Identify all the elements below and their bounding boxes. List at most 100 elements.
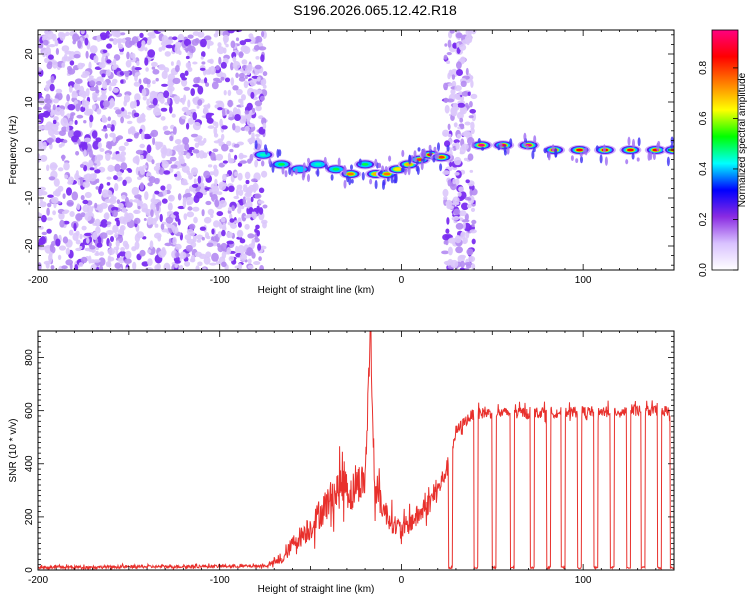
noise-speckle bbox=[451, 216, 459, 221]
ridge-halo bbox=[428, 144, 432, 152]
noise-speckle bbox=[196, 105, 200, 109]
noise-speckle bbox=[84, 191, 92, 199]
noise-speckle bbox=[459, 267, 465, 270]
noise-speckle bbox=[155, 77, 159, 82]
noise-speckle bbox=[227, 89, 232, 96]
ridge-halo bbox=[657, 140, 661, 148]
noise-speckle bbox=[133, 112, 140, 118]
noise-speckle bbox=[144, 47, 148, 52]
ridge-halo bbox=[666, 156, 670, 167]
noise-speckle bbox=[205, 200, 212, 206]
noise-speckle bbox=[146, 153, 151, 162]
noise-speckle bbox=[228, 185, 235, 193]
ridge-blob bbox=[619, 145, 642, 155]
noise-speckle bbox=[221, 133, 225, 141]
ridge-halo bbox=[254, 140, 258, 150]
noise-speckle bbox=[461, 219, 470, 223]
noise-speckle bbox=[117, 39, 121, 48]
noise-speckle bbox=[183, 86, 191, 91]
noise-speckle bbox=[53, 178, 60, 187]
noise-speckle bbox=[61, 265, 68, 270]
ridge-halo bbox=[403, 168, 407, 176]
noise-speckle bbox=[204, 232, 210, 239]
noise-speckle bbox=[448, 237, 457, 244]
noise-speckle bbox=[220, 217, 226, 223]
noise-speckle bbox=[450, 107, 458, 117]
noise-speckle bbox=[99, 183, 104, 190]
noise-speckle bbox=[98, 61, 106, 69]
ridge-halo bbox=[580, 156, 583, 164]
noise-speckle bbox=[192, 111, 197, 121]
noise-speckle bbox=[251, 132, 255, 140]
noise-speckle bbox=[97, 142, 102, 149]
noise-speckle bbox=[241, 94, 246, 101]
noise-speckle bbox=[221, 261, 227, 268]
noise-speckle bbox=[255, 224, 260, 230]
noise-speckle bbox=[152, 193, 156, 203]
noise-speckle bbox=[141, 131, 145, 141]
noise-speckle bbox=[69, 211, 75, 217]
noise-speckle bbox=[455, 96, 462, 101]
ridge-halo bbox=[325, 164, 328, 170]
noise-speckle bbox=[187, 206, 193, 211]
noise-speckle bbox=[151, 66, 156, 70]
noise-speckle bbox=[251, 178, 258, 183]
noise-speckle bbox=[202, 191, 207, 196]
noise-speckle bbox=[455, 246, 463, 254]
noise-speckle bbox=[101, 128, 108, 132]
noise-speckle bbox=[236, 88, 243, 96]
noise-speckle bbox=[80, 73, 88, 78]
noise-speckle bbox=[128, 127, 136, 134]
noise-speckle bbox=[116, 199, 121, 205]
noise-speckle bbox=[134, 241, 140, 250]
ridge-halo bbox=[316, 168, 320, 177]
noise-speckle bbox=[239, 115, 247, 124]
noise-speckle bbox=[453, 156, 462, 166]
noise-speckle bbox=[38, 43, 44, 49]
noise-speckle bbox=[172, 145, 181, 151]
noise-speckle bbox=[44, 98, 48, 103]
ridge-halo bbox=[531, 150, 535, 160]
noise-speckle bbox=[225, 43, 229, 48]
noise-speckle bbox=[470, 79, 474, 88]
noise-speckle bbox=[248, 138, 253, 145]
noise-speckle bbox=[38, 107, 43, 111]
snr-y-tick-label: 600 bbox=[24, 402, 35, 419]
ridge-halo bbox=[374, 179, 378, 190]
noise-speckle bbox=[160, 185, 166, 191]
noise-speckle bbox=[139, 154, 144, 160]
noise-speckle bbox=[261, 170, 268, 178]
noise-speckle bbox=[447, 246, 453, 256]
ridge-halo bbox=[481, 146, 485, 151]
noise-speckle bbox=[451, 202, 460, 206]
ridge-halo bbox=[394, 174, 397, 184]
noise-speckle bbox=[192, 97, 199, 104]
noise-speckle bbox=[161, 83, 168, 87]
noise-speckle bbox=[146, 78, 151, 85]
snr-plot-area bbox=[38, 331, 674, 570]
noise-speckle bbox=[123, 99, 127, 107]
noise-speckle bbox=[201, 209, 205, 217]
noise-speckle bbox=[106, 59, 112, 64]
noise-speckle bbox=[159, 213, 163, 223]
noise-speckle bbox=[217, 191, 223, 196]
noise-speckle bbox=[186, 122, 190, 130]
noise-speckle bbox=[118, 256, 125, 264]
noise-speckle bbox=[49, 83, 55, 92]
noise-speckle bbox=[158, 64, 165, 69]
signal-ridge bbox=[252, 132, 674, 190]
noise-speckle bbox=[154, 190, 160, 195]
noise-speckle bbox=[174, 139, 182, 145]
noise-speckle bbox=[163, 90, 170, 99]
noise-speckle bbox=[39, 154, 48, 162]
ridge-halo bbox=[307, 173, 310, 183]
noise-speckle bbox=[222, 222, 227, 230]
noise-speckle bbox=[96, 81, 102, 86]
noise-speckle bbox=[48, 176, 56, 181]
noise-speckle bbox=[197, 261, 203, 267]
noise-speckle bbox=[155, 112, 162, 116]
noise-speckle bbox=[106, 176, 112, 180]
noise-speckle bbox=[190, 167, 199, 176]
noise-speckle bbox=[221, 143, 229, 152]
snr-x-axis-label: Height of straight line (km) bbox=[258, 584, 375, 595]
